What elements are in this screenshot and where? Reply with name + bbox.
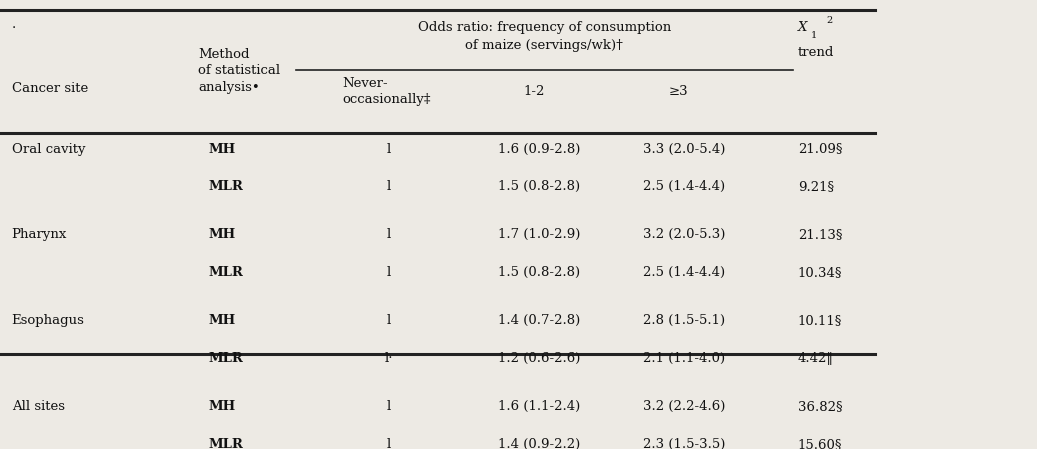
- Text: 1.6 (1.1-2.4): 1.6 (1.1-2.4): [498, 400, 581, 413]
- Text: 36.82§: 36.82§: [797, 400, 842, 413]
- Text: 1.2 (0.6-2.6): 1.2 (0.6-2.6): [498, 352, 581, 365]
- Text: Never-: Never-: [342, 77, 388, 90]
- Text: 1.4 (0.7-2.8): 1.4 (0.7-2.8): [498, 314, 581, 327]
- Text: 21.13§: 21.13§: [797, 229, 842, 242]
- Text: 1.5 (0.8-2.8): 1.5 (0.8-2.8): [498, 266, 581, 279]
- Text: MLR: MLR: [208, 438, 243, 449]
- Text: 1.7 (1.0-2.9): 1.7 (1.0-2.9): [498, 229, 581, 242]
- Text: MLR: MLR: [208, 180, 243, 194]
- Text: 3.2 (2.0-5.3): 3.2 (2.0-5.3): [643, 229, 725, 242]
- Text: All sites: All sites: [11, 400, 64, 413]
- Text: l: l: [387, 229, 391, 242]
- Text: MLR: MLR: [208, 266, 243, 279]
- Text: 21.09§: 21.09§: [797, 143, 842, 156]
- Text: MH: MH: [208, 314, 235, 327]
- Text: 1.5 (0.8-2.8): 1.5 (0.8-2.8): [498, 180, 581, 194]
- Text: of maize (servings/wk)†: of maize (servings/wk)†: [466, 39, 623, 52]
- Text: l: l: [387, 180, 391, 194]
- Text: Method: Method: [198, 48, 249, 61]
- Text: 10.34§: 10.34§: [797, 266, 842, 279]
- Text: of statistical: of statistical: [198, 65, 280, 77]
- Text: trend: trend: [797, 46, 834, 59]
- Text: X: X: [797, 21, 807, 34]
- Text: 3.2 (2.2-4.6): 3.2 (2.2-4.6): [643, 400, 725, 413]
- Text: 2.1 (1.1-4.0): 2.1 (1.1-4.0): [643, 352, 725, 365]
- Text: .: .: [11, 18, 16, 31]
- Text: l: l: [387, 314, 391, 327]
- Text: MLR: MLR: [208, 352, 243, 365]
- Text: 15.60§: 15.60§: [797, 438, 842, 449]
- Text: MH: MH: [208, 143, 235, 156]
- Text: 2.5 (1.4-4.4): 2.5 (1.4-4.4): [643, 266, 725, 279]
- Text: l: l: [387, 143, 391, 156]
- Text: Cancer site: Cancer site: [11, 83, 88, 96]
- Text: Esophagus: Esophagus: [11, 314, 85, 327]
- Text: MH: MH: [208, 229, 235, 242]
- Text: 1.4 (0.9-2.2): 1.4 (0.9-2.2): [498, 438, 581, 449]
- Text: 2.3 (1.5-3.5): 2.3 (1.5-3.5): [643, 438, 725, 449]
- Text: l: l: [387, 438, 391, 449]
- Text: 2.5 (1.4-4.4): 2.5 (1.4-4.4): [643, 180, 725, 194]
- Text: Pharynx: Pharynx: [11, 229, 67, 242]
- Text: l: l: [387, 400, 391, 413]
- Text: l: l: [387, 266, 391, 279]
- Text: 4.42‖: 4.42‖: [797, 352, 834, 365]
- Text: 1: 1: [811, 31, 817, 40]
- Text: 1-2: 1-2: [524, 85, 544, 98]
- Text: MH: MH: [208, 400, 235, 413]
- Text: Oral cavity: Oral cavity: [11, 143, 85, 156]
- Text: 10.11§: 10.11§: [797, 314, 842, 327]
- Text: 2.8 (1.5-5.1): 2.8 (1.5-5.1): [643, 314, 725, 327]
- Text: occasionally‡: occasionally‡: [342, 93, 431, 106]
- Text: 1.6 (0.9-2.8): 1.6 (0.9-2.8): [498, 143, 581, 156]
- Text: 2: 2: [826, 16, 833, 25]
- Text: Odds ratio: frequency of consumption: Odds ratio: frequency of consumption: [418, 21, 671, 34]
- Text: 9.21§: 9.21§: [797, 180, 834, 194]
- Text: 3.3 (2.0-5.4): 3.3 (2.0-5.4): [643, 143, 725, 156]
- Text: ≥3: ≥3: [669, 85, 689, 98]
- Text: l·: l·: [385, 352, 393, 365]
- Text: analysis•: analysis•: [198, 81, 259, 94]
